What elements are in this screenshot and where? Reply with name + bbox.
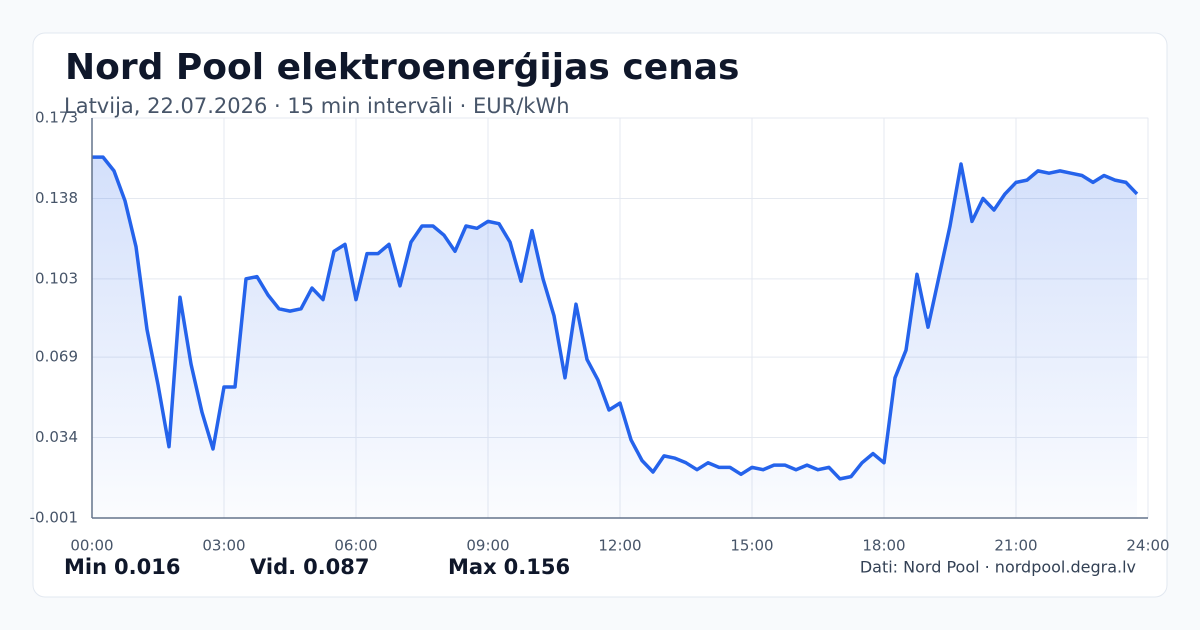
stat-label: Vid. (250, 555, 296, 579)
x-tick-label: 24:00 (1126, 537, 1169, 555)
y-tick-label: 0.103 (35, 269, 78, 287)
y-tick-label: -0.001 (30, 509, 78, 527)
x-tick-label: 21:00 (994, 537, 1037, 555)
x-tick-label: 12:00 (598, 537, 641, 555)
y-tick-label: 0.173 (35, 109, 78, 127)
stat-value: 0.087 (303, 555, 369, 579)
y-tick-label: 0.138 (35, 189, 78, 207)
stat: Vid. 0.087 (250, 555, 370, 579)
x-tick-label: 03:00 (202, 537, 245, 555)
x-tick-label: 15:00 (730, 537, 773, 555)
stat: Min 0.016 (64, 555, 180, 579)
x-tick-label: 06:00 (334, 537, 377, 555)
x-tick-label: 09:00 (466, 537, 509, 555)
subtitle: Latvija, 22.07.2026 · 15 min intervāli ·… (64, 94, 570, 118)
chart-title: Nord Pool elektroenerģijas cenas (65, 47, 739, 88)
stat-label: Min (64, 555, 107, 579)
stat-value: 0.156 (504, 555, 570, 579)
stat: Max 0.156 (448, 555, 570, 579)
y-tick-label: 0.034 (35, 428, 78, 446)
x-tick-label: 18:00 (862, 537, 905, 555)
area (92, 157, 1137, 518)
x-tick-label: 00:00 (70, 537, 113, 555)
stat-label: Max (448, 555, 497, 579)
line (92, 155, 1139, 481)
stat-value: 0.016 (114, 555, 180, 579)
y-tick-label: 0.069 (35, 348, 78, 366)
source: Dati: Nord Pool · nordpool.degra.lv (860, 558, 1136, 577)
